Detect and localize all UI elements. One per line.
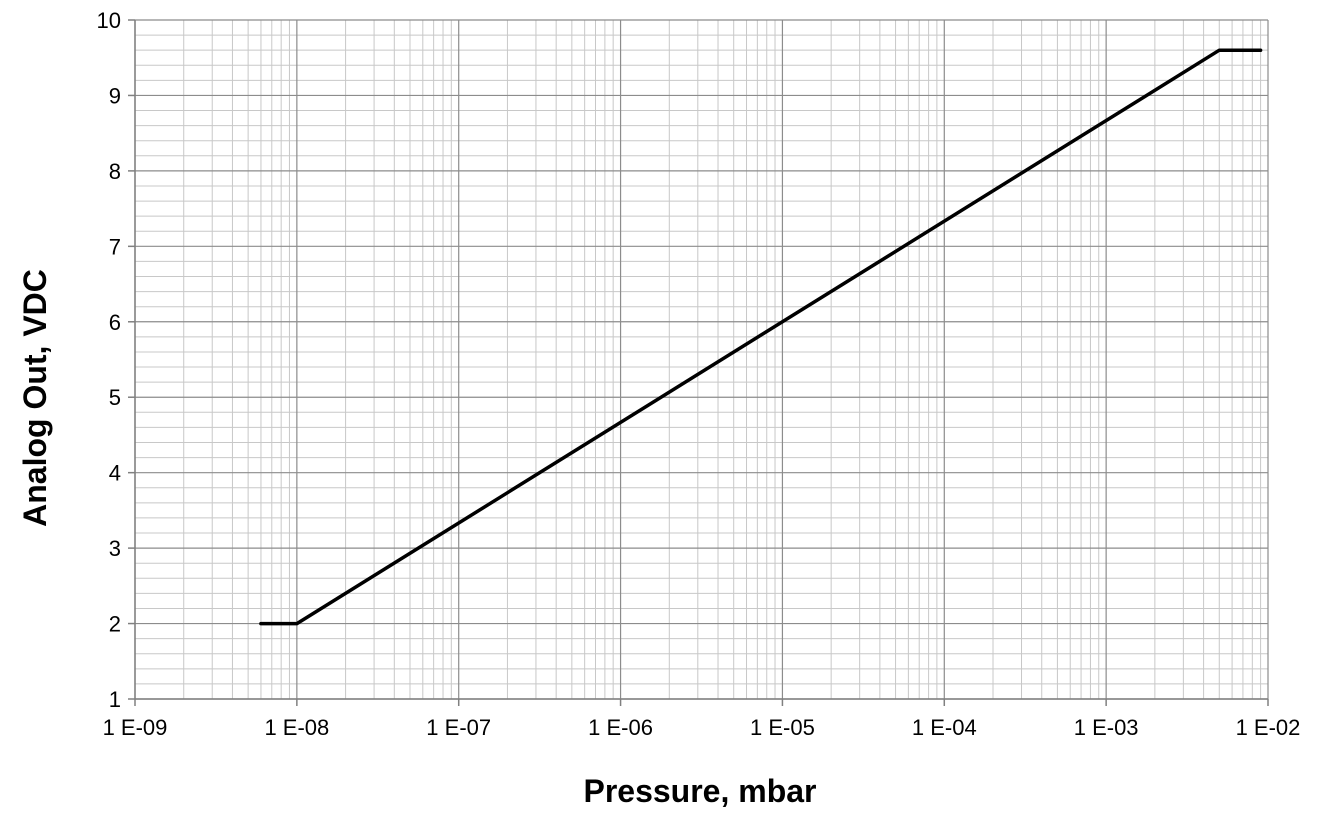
- y-axis-title: Analog Out, VDC: [17, 269, 53, 527]
- y-tick-label: 4: [109, 461, 121, 486]
- x-tick-label: 1 E-08: [264, 715, 329, 740]
- x-tick-label: 1 E-06: [588, 715, 653, 740]
- x-tick-label: 1 E-09: [103, 715, 168, 740]
- x-tick-label: 1 E-04: [912, 715, 977, 740]
- axes: [128, 19, 1269, 706]
- y-tick-label: 3: [109, 536, 121, 561]
- y-tick-label: 9: [109, 83, 121, 108]
- x-tick-label: 1 E-07: [426, 715, 491, 740]
- x-tick-label: 1 E-03: [1074, 715, 1139, 740]
- x-tick-label: 1 E-02: [1236, 715, 1301, 740]
- y-tick-label: 8: [109, 159, 121, 184]
- y-tick-label: 1: [109, 687, 121, 712]
- y-tick-label: 6: [109, 310, 121, 335]
- x-axis-title: Pressure, mbar: [583, 773, 816, 809]
- y-tick-label: 7: [109, 234, 121, 259]
- series-layer: [259, 48, 1263, 626]
- series-line: [259, 48, 1263, 626]
- x-tick-label: 1 E-05: [750, 715, 815, 740]
- y-tick-label: 5: [109, 385, 121, 410]
- x-tick-labels: 1 E-09 1 E-08 1 E-07 1 E-06 1 E-05 1 E-04 1 E-…: [103, 715, 1301, 740]
- y-tick-label: 2: [109, 612, 121, 637]
- y-tick-label: 10: [97, 8, 121, 33]
- y-tick-labels: 1 2 3 4 5 6 7 8 9 10: [97, 8, 121, 712]
